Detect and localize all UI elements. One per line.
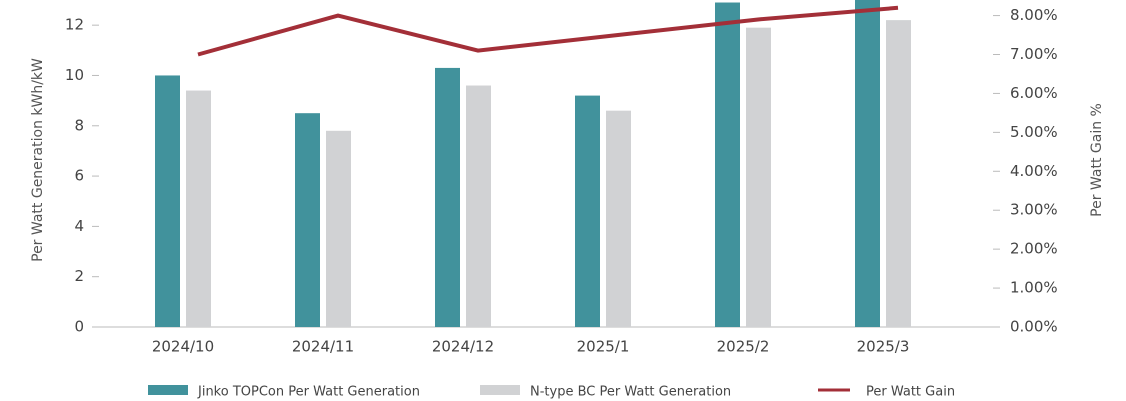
legend-swatch — [480, 385, 520, 395]
bar — [886, 20, 911, 327]
bar — [155, 75, 180, 327]
bar — [606, 110, 631, 327]
y2-tick-label: 0.00% — [1010, 318, 1058, 336]
bar — [326, 130, 351, 327]
bar — [186, 90, 211, 327]
y-axis-title: Per Watt Generation kWh/kW — [30, 58, 46, 262]
plot-area — [155, 0, 911, 328]
bar — [855, 0, 880, 327]
x-tick-label: 2025/3 — [857, 338, 910, 356]
legend-label: N-type BC Per Watt Generation — [530, 385, 731, 400]
y-tick-label: 4 — [74, 217, 84, 235]
y-tick-label: 0 — [74, 318, 84, 336]
legend-label: Per Watt Gain — [866, 385, 955, 400]
bar — [466, 85, 491, 328]
x-tick-label: 2025/2 — [717, 338, 770, 356]
legend-label: Jinko TOPCon Per Watt Generation — [197, 385, 420, 400]
y2-tick-label: 3.00% — [1010, 201, 1058, 219]
y2-tick-label: 5.00% — [1010, 123, 1058, 141]
y-tick-label: 8 — [74, 116, 84, 134]
bar — [746, 27, 771, 328]
y2-tick-label: 4.00% — [1010, 162, 1058, 180]
y-tick-label: 6 — [74, 167, 84, 185]
line — [197, 5, 899, 57]
bar — [295, 113, 320, 327]
x-tick-label: 2024/12 — [432, 338, 494, 356]
y-tick-label: 2 — [74, 267, 84, 285]
y2-axis-title: Per Watt Gain % — [1089, 103, 1105, 217]
x-tick-label: 2024/10 — [152, 338, 214, 356]
y2-tick-label: 8.00% — [1010, 6, 1058, 24]
y2-tick-label: 1.00% — [1010, 279, 1058, 297]
y2-tick-label: 6.00% — [1010, 84, 1058, 102]
legend-swatch — [148, 385, 188, 395]
x-tick-label: 2024/11 — [292, 338, 354, 356]
x-tick-label: 2025/1 — [577, 338, 630, 356]
y-tick-label: 12 — [65, 16, 84, 34]
y2-tick-label: 2.00% — [1010, 240, 1058, 258]
y-tick-label: 10 — [65, 66, 84, 84]
bar — [575, 95, 600, 327]
bar — [715, 2, 740, 328]
y2-tick-label: 7.00% — [1010, 45, 1058, 63]
bar — [435, 67, 460, 328]
